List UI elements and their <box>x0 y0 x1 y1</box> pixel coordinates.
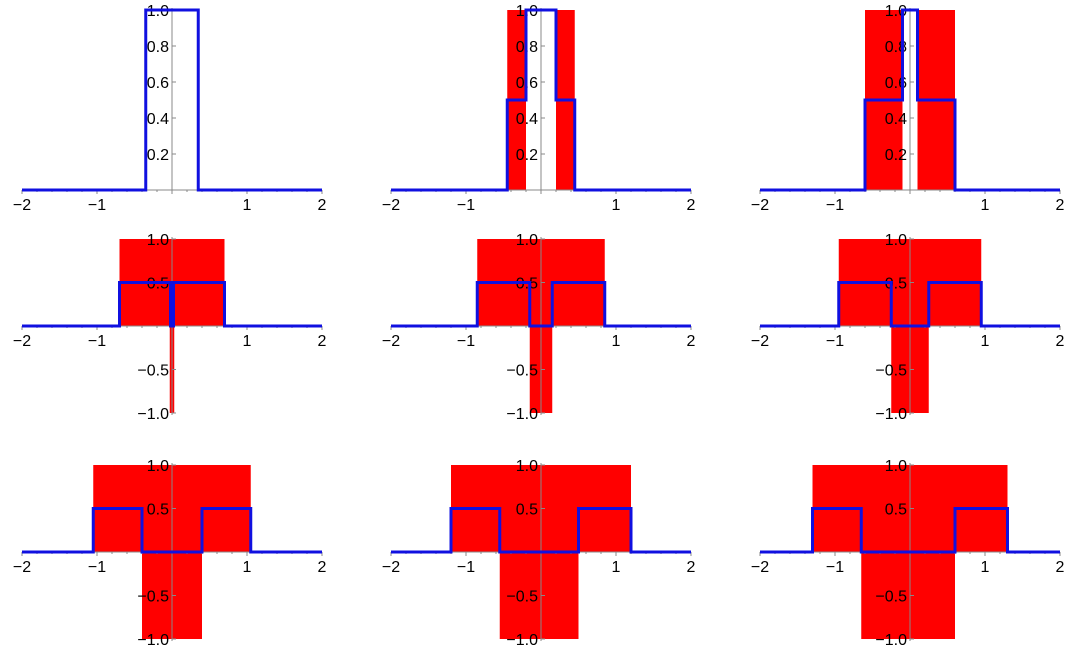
y-tick-label: 0.4 <box>147 111 169 128</box>
x-tick-label: 2 <box>687 197 696 214</box>
x-tick-label: −2 <box>13 559 31 576</box>
step-function-line <box>391 281 691 328</box>
y-tick-label: −0.5 <box>875 363 907 380</box>
fill-region-2 <box>861 552 955 639</box>
x-tick-label: 1 <box>243 333 252 350</box>
x-tick-label: 1 <box>612 197 621 214</box>
x-tick-label: −1 <box>457 559 475 576</box>
step-function-line <box>760 8 1060 192</box>
panel-2: −2 −1 1 20.20.40.60.81.0 <box>382 3 696 214</box>
x-tick-label: 2 <box>318 559 327 576</box>
x-tick-label: 1 <box>243 197 252 214</box>
y-tick-label: 1.0 <box>147 458 169 475</box>
y-tick-label: 1.0 <box>885 458 907 475</box>
y-tick-label: 0.5 <box>885 502 907 519</box>
x-tick-label: 2 <box>318 333 327 350</box>
x-tick-label: 2 <box>1056 197 1065 214</box>
y-tick-label: −0.5 <box>506 363 538 380</box>
y-tick-label: −0.5 <box>875 589 907 606</box>
y-tick-label: 0.2 <box>516 147 538 164</box>
y-tick-label: 1.0 <box>516 458 538 475</box>
y-tick-label: −0.5 <box>137 589 169 606</box>
x-tick-label: 2 <box>1056 559 1065 576</box>
y-tick-label: 1.0 <box>885 232 907 249</box>
panel-1: −2 −1 1 20.20.40.60.81.0 <box>13 3 327 214</box>
x-tick-label: 1 <box>981 333 990 350</box>
x-tick-label: −2 <box>751 333 769 350</box>
panel-6: −2 −1 1 2−1.0−0.50.51.0 <box>751 232 1065 423</box>
y-tick-label: −0.5 <box>506 589 538 606</box>
x-tick-label: −1 <box>457 197 475 214</box>
x-tick-label: −1 <box>826 559 844 576</box>
x-tick-label: −1 <box>88 333 106 350</box>
y-tick-label: 0.4 <box>885 111 907 128</box>
panel-8: −2 −1 1 2 −1.0 −0.5 0.5 1.0 <box>382 458 696 649</box>
step-function-line <box>391 8 691 192</box>
x-tick-label: 1 <box>243 559 252 576</box>
y-tick-label: −1.0 <box>506 632 538 649</box>
step-function-line <box>22 281 322 328</box>
x-tick-label: 2 <box>1056 333 1065 350</box>
x-tick-label: −2 <box>13 197 31 214</box>
y-tick-label: 1.0 <box>516 232 538 249</box>
x-tick-label: 2 <box>687 559 696 576</box>
x-tick-label: −1 <box>88 197 106 214</box>
y-tick-label: −0.5 <box>137 363 169 380</box>
x-tick-label: −2 <box>382 197 400 214</box>
x-tick-label: 1 <box>981 197 990 214</box>
x-tick-label: −2 <box>751 197 769 214</box>
step-function-line <box>760 281 1060 328</box>
y-tick-label: 1.0 <box>147 232 169 249</box>
step-function-line <box>22 8 322 192</box>
step-function-line <box>22 507 322 554</box>
x-tick-label: 1 <box>981 559 990 576</box>
step-function-line <box>391 507 691 554</box>
y-tick-label: −1.0 <box>137 406 169 423</box>
y-tick-label: −1.0 <box>875 632 907 649</box>
y-tick-label: −1.0 <box>137 632 169 649</box>
panel-3: −2 −1 1 20.20.40.60.81.0 <box>751 3 1065 214</box>
y-tick-label: −1.0 <box>506 406 538 423</box>
panel-4: −2 −1 1 2−1.0−0.50.51.0 <box>13 232 327 423</box>
y-tick-label: 0.5 <box>147 502 169 519</box>
panel-7: −2 −1 1 2 −1.0 −0.5 0.5 1.0 <box>13 458 327 649</box>
x-tick-label: 2 <box>687 333 696 350</box>
x-tick-label: −2 <box>382 333 400 350</box>
x-tick-label: −1 <box>826 197 844 214</box>
x-tick-label: −2 <box>382 559 400 576</box>
y-tick-label: 0.2 <box>885 147 907 164</box>
y-tick-label: 0.4 <box>516 111 538 128</box>
x-tick-label: −2 <box>13 333 31 350</box>
y-tick-label: 0.6 <box>147 75 169 92</box>
panel-9: −2 −1 1 2 −1.0 −0.5 0.5 1.0 <box>751 458 1065 649</box>
y-tick-label: −1.0 <box>875 406 907 423</box>
x-tick-label: −1 <box>457 333 475 350</box>
x-tick-label: 1 <box>612 559 621 576</box>
y-tick-label: 0.2 <box>147 147 169 164</box>
y-tick-label: 0.5 <box>516 502 538 519</box>
x-tick-label: 2 <box>318 197 327 214</box>
x-tick-label: −1 <box>826 333 844 350</box>
fill-region-2 <box>499 552 579 639</box>
y-tick-label: 0.8 <box>147 39 169 56</box>
panel-5: −2 −1 1 2−1.0−0.50.51.0 <box>382 232 696 423</box>
x-tick-label: −2 <box>751 559 769 576</box>
x-tick-label: 1 <box>612 333 621 350</box>
step-function-line <box>760 507 1060 554</box>
x-tick-label: −1 <box>88 559 106 576</box>
